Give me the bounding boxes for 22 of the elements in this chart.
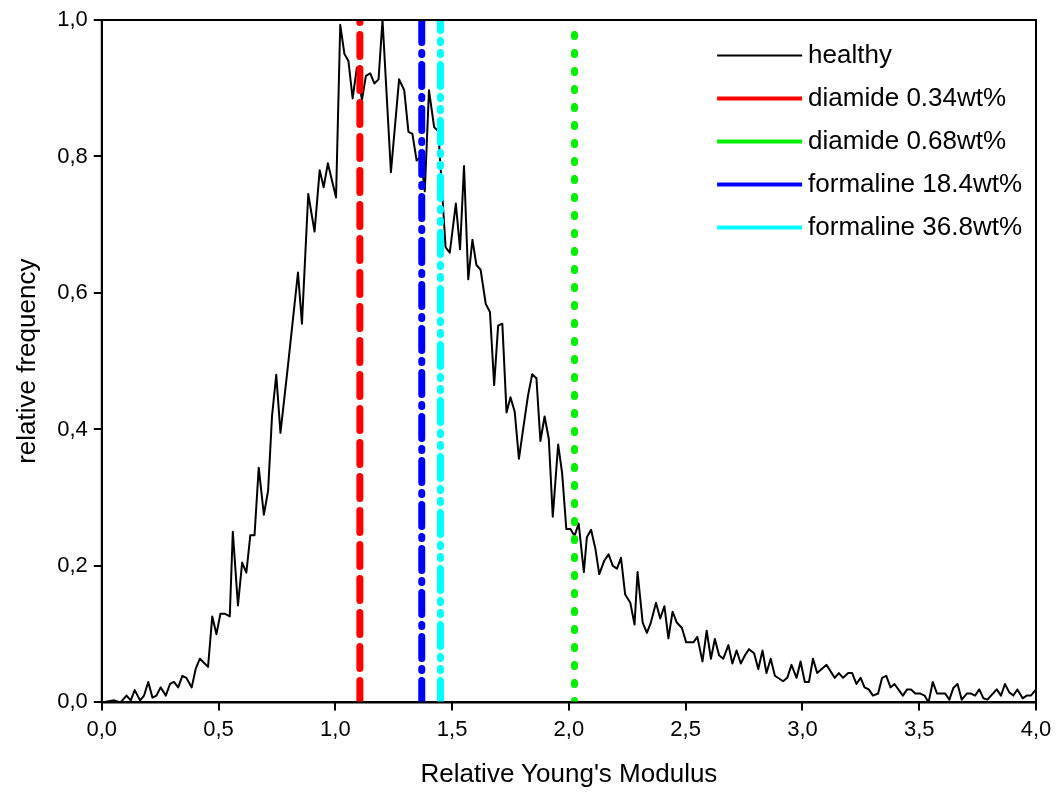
- legend-label: diamide 0.68wt%: [808, 124, 1007, 155]
- x-tick-label: 3,0: [787, 715, 818, 741]
- x-tick-label: 1,0: [320, 715, 351, 741]
- y-tick-label: 0,6: [57, 279, 88, 305]
- x-tick-label: 3,5: [903, 715, 935, 741]
- y-tick-label: 1,0: [57, 6, 88, 32]
- y-axis-title: relative frequency: [10, 258, 41, 464]
- x-tick-label: 1,5: [436, 715, 468, 741]
- x-tick-label: 2,0: [553, 715, 585, 741]
- x-axis-title: Relative Young's Modulus: [420, 757, 718, 788]
- x-tick-label: 0,0: [86, 715, 118, 741]
- legend-label: healthy: [808, 38, 892, 69]
- x-tick-label: 4,0: [1020, 715, 1052, 741]
- legend-label: diamide 0.34wt%: [808, 81, 1007, 112]
- x-tick-label: 0,5: [203, 715, 234, 741]
- x-tick-label: 2,5: [670, 715, 701, 741]
- y-tick-label: 0,0: [57, 688, 88, 714]
- y-tick-label: 0,8: [57, 142, 88, 168]
- y-tick-label: 0,2: [57, 551, 88, 577]
- legend-label: formaline 18.4wt%: [808, 167, 1023, 198]
- y-tick-label: 0,4: [57, 415, 88, 441]
- legend-label: formaline 36.8wt%: [808, 210, 1023, 241]
